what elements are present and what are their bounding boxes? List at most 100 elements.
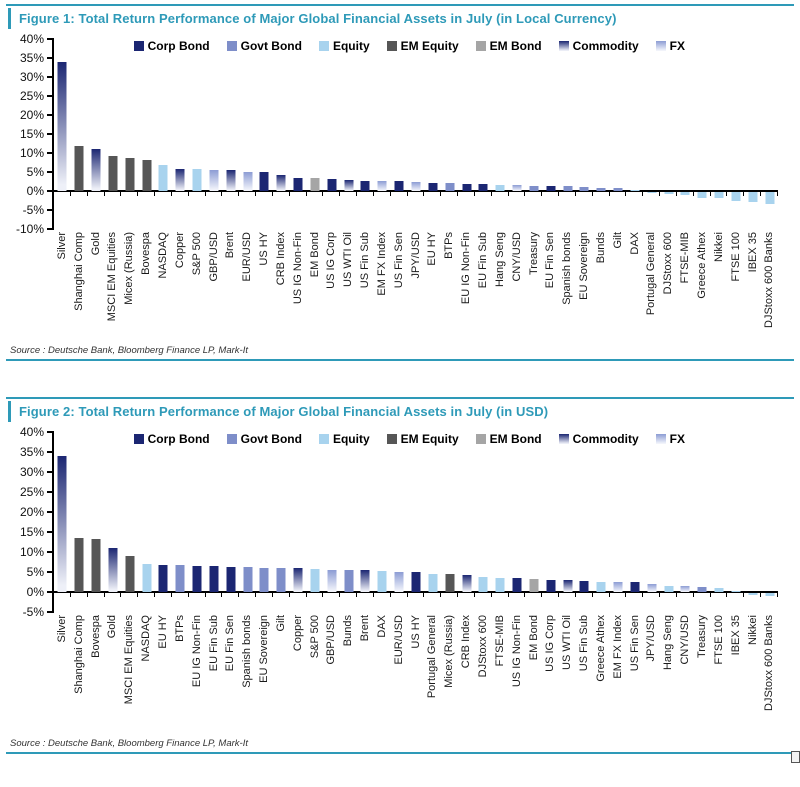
x-tick-mark (440, 191, 442, 196)
x-tick-mark (372, 592, 374, 597)
x-tick-mark (457, 592, 459, 597)
x-label: Treasury (527, 232, 540, 275)
bar (495, 578, 505, 592)
bar (529, 579, 539, 592)
bar (563, 186, 573, 191)
x-label-cell: MSCI EM Equities (105, 229, 122, 341)
x-label: Gold (89, 232, 102, 256)
y-tick-mark (47, 209, 54, 211)
x-label-cell: Shanghai Comp (71, 612, 88, 734)
x-tick-mark (187, 191, 189, 196)
x-label-cell: EU Sovereign (576, 229, 593, 341)
x-tick-mark (423, 191, 425, 196)
x-label: Portugal General (426, 615, 439, 699)
x-label-cell: CNY/USD (509, 229, 526, 341)
x-tick-mark (389, 191, 391, 196)
x-label: Shanghai Comp (72, 615, 85, 694)
y-tick-mark (47, 190, 54, 192)
y-tick-label: -5% (22, 605, 44, 619)
x-label: CNY/USD (510, 232, 523, 282)
x-axis-labels: Silver Shanghai Comp Bovespa Gold MSCI EM Eq… (54, 612, 794, 734)
x-tick-mark (642, 592, 644, 597)
bar (765, 593, 775, 596)
y-tick-mark (47, 471, 54, 473)
x-label-cell: DJStoxx 600 Banks (761, 229, 778, 341)
x-label: US IG Corp (544, 615, 557, 672)
x-label: US HY (258, 232, 271, 266)
bar (293, 178, 303, 191)
legend-swatch-commodity-icon (558, 41, 569, 51)
figure1-top-rule (6, 4, 794, 6)
y-tick-mark (47, 95, 54, 97)
y-tick-label: 20% (19, 108, 44, 122)
bar (512, 578, 522, 592)
x-label-cell: S&P 500 (189, 229, 206, 341)
y-tick-mark (47, 551, 54, 553)
bar (91, 539, 101, 592)
y-tick-label: 35% (19, 51, 44, 65)
legend-swatch-govt-icon (226, 41, 237, 51)
x-label: EU Fin Sub (477, 232, 490, 289)
x-tick-mark (591, 592, 593, 597)
x-label: Shanghai Comp (72, 232, 85, 311)
x-tick-mark (69, 191, 71, 196)
x-tick-mark (692, 592, 694, 597)
x-label-cell: EU Sovereign (256, 612, 273, 734)
x-tick-mark (625, 191, 627, 196)
y-tick-mark (47, 133, 54, 135)
x-label: GBP/USD (207, 232, 220, 282)
x-label: CNY/USD (679, 615, 692, 665)
y-tick-mark (47, 611, 54, 613)
x-label: FTSE 100 (712, 615, 725, 665)
x-label-cell: CNY/USD (677, 612, 694, 734)
x-tick-mark (322, 592, 324, 597)
x-axis-line (54, 190, 778, 192)
x-tick-mark (659, 592, 661, 597)
bar (158, 165, 168, 191)
bar (310, 178, 320, 191)
legend-item-commodity: Commodity (558, 432, 639, 446)
bar (310, 569, 320, 592)
x-label: Silver (55, 232, 68, 260)
x-tick-mark (524, 592, 526, 597)
legend-label: EM Bond (489, 39, 542, 53)
x-label: BTPs (173, 615, 186, 642)
bar (91, 149, 101, 191)
y-tick-label: 10% (19, 146, 44, 160)
x-label-cell: Spanish bonds (559, 229, 576, 341)
x-label-cell: Copper (290, 612, 307, 734)
x-tick-mark (507, 191, 509, 196)
legend-swatch-corp-icon (133, 41, 144, 51)
bar (647, 584, 657, 592)
x-label: EU IG Non-Fin (190, 615, 203, 688)
x-label-cell: EM FX Index (374, 229, 391, 341)
y-tick-label: 25% (19, 485, 44, 499)
x-tick-mark (305, 592, 307, 597)
y-tick-label: 25% (19, 89, 44, 103)
x-label: US WTI Oil (342, 232, 355, 287)
x-tick-mark (103, 592, 105, 597)
x-label-cell: MSCI EM Equities (121, 612, 138, 734)
x-tick-mark (339, 191, 341, 196)
x-tick-mark (608, 191, 610, 196)
x-label-cell: Bovespa (138, 229, 155, 341)
bar (714, 192, 724, 198)
x-label-cell: US HY (256, 229, 273, 341)
x-tick-mark (154, 592, 156, 597)
legend-label: Corp Bond (147, 432, 210, 446)
bar (377, 181, 387, 191)
bar (377, 571, 387, 592)
bar (243, 172, 253, 191)
legend-item-fx: FX (655, 432, 685, 446)
x-label-cell: US Fin Sub (357, 229, 374, 341)
x-label: Greece Athex (695, 232, 708, 299)
figure2-chart: 40% 35% 30% 25% 20% 15% 10% 5% 0% -5% Corp Bond Gov… (6, 425, 794, 734)
bar (613, 582, 623, 592)
bar (462, 575, 471, 592)
bar (394, 181, 404, 191)
bar (748, 593, 758, 595)
y-tick-label: 30% (19, 465, 44, 479)
x-label-cell: Gold (88, 229, 105, 341)
bar (226, 567, 236, 592)
bar (512, 185, 522, 191)
